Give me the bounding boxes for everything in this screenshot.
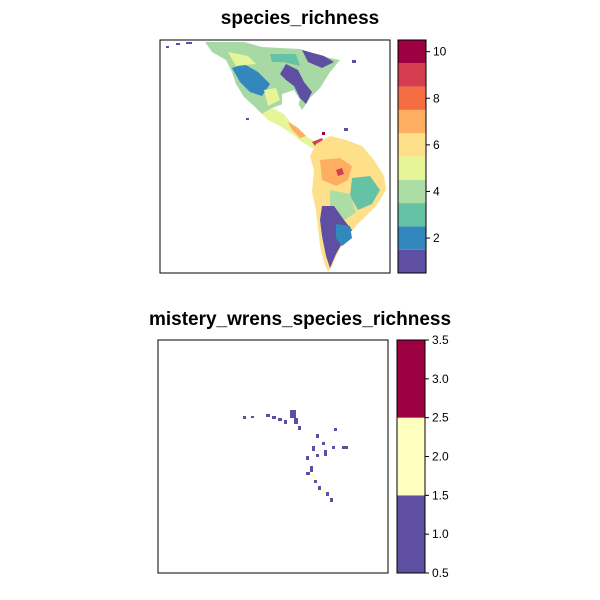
legend-swatch — [398, 179, 426, 204]
range-pixel — [251, 416, 254, 418]
range-pixel — [318, 486, 321, 490]
legend-tick-label: 2.0 — [432, 450, 449, 464]
range-pixel — [284, 420, 287, 424]
legend-tick-label: 4 — [433, 184, 440, 198]
island-pixel — [246, 118, 249, 120]
legend-swatch — [398, 249, 426, 273]
panel-species-richness: species_richness — [159, 8, 447, 274]
north-america-blue — [232, 64, 270, 96]
range-pixel-overlap — [312, 474, 315, 477]
legend-swatch — [397, 340, 425, 418]
legend-swatch — [398, 203, 426, 227]
range-pixel — [294, 418, 298, 424]
range-pixel — [334, 428, 337, 431]
island-pixel — [186, 42, 192, 44]
range-pixel — [310, 466, 313, 472]
south-america-orange — [320, 158, 352, 186]
range-pixel — [312, 446, 315, 451]
range-pixel — [342, 446, 348, 449]
legend-tick-label: 2 — [433, 231, 440, 245]
legend-tick-label: 6 — [433, 138, 440, 152]
south-america-red-spot — [336, 168, 344, 176]
legend-swatch — [398, 109, 426, 134]
range-pixel — [330, 498, 333, 502]
legend-tick-label: 8 — [433, 91, 440, 105]
legend-tick-label: 3.5 — [432, 333, 449, 347]
legend-colorbar: 0.5 1.0 1.5 2.0 2.5 3.0 3.5 — [396, 333, 449, 580]
south-america-blue — [336, 224, 352, 246]
island-pixel — [344, 128, 348, 131]
north-america-teal — [270, 54, 300, 66]
map-raster — [166, 42, 386, 272]
legend-tick-label: 1.0 — [432, 527, 449, 541]
north-america-purple-2 — [302, 50, 334, 68]
legend-swatch — [397, 417, 425, 496]
central-america-orange — [288, 122, 306, 138]
south-america-teal — [350, 176, 380, 210]
hudson-bay-water — [282, 90, 300, 114]
range-pixel — [322, 442, 325, 445]
legend-colorbar: 2 4 6 8 10 — [397, 39, 447, 274]
north-america-purple — [280, 64, 312, 104]
range-pixel — [306, 456, 309, 460]
map-frame — [157, 339, 389, 574]
legend-swatch — [398, 86, 426, 110]
panel-mistery-wrens: mistery_wrens_species_richness — [149, 309, 451, 580]
range-pixel — [306, 472, 310, 475]
legend-swatch — [398, 40, 426, 64]
island-pixel — [176, 43, 180, 45]
range-pixel — [290, 410, 296, 418]
legend-tick-label: 0.5 — [432, 566, 449, 580]
legend-tick-label: 1.5 — [432, 488, 449, 502]
range-pixel — [324, 450, 327, 456]
range-pixel-overlap — [322, 490, 325, 493]
range-pixel — [272, 416, 276, 419]
legend-swatch — [398, 133, 426, 157]
map-plot-area — [159, 39, 391, 274]
range-pixel — [243, 416, 246, 419]
legend-swatch — [398, 156, 426, 180]
range-pixel — [298, 426, 301, 430]
range-pixel — [314, 480, 317, 483]
range-pixel — [278, 418, 282, 421]
map-plot-area — [157, 339, 389, 574]
legend-swatch — [398, 226, 426, 250]
island-pixel — [322, 132, 325, 135]
north-america-yellow — [228, 52, 256, 66]
island-pixel — [352, 60, 356, 63]
chart-title: mistery_wrens_species_richness — [149, 309, 451, 330]
range-pixel — [316, 434, 319, 438]
island-pixel — [166, 46, 169, 48]
legend-swatch — [398, 63, 426, 87]
north-america-yellow-2 — [264, 88, 280, 106]
legend-tick-label: 3.0 — [432, 372, 449, 386]
range-pixel — [332, 446, 335, 449]
map-raster — [243, 410, 348, 502]
range-pixel — [316, 454, 319, 457]
chart-title: species_richness — [221, 8, 379, 29]
range-pixel — [326, 492, 329, 496]
legend-tick-label: 2.5 — [432, 411, 449, 425]
legend-swatch — [397, 495, 425, 573]
range-pixel — [266, 414, 270, 417]
legend-frame — [397, 39, 427, 274]
legend-tick-label: 10 — [433, 45, 447, 59]
